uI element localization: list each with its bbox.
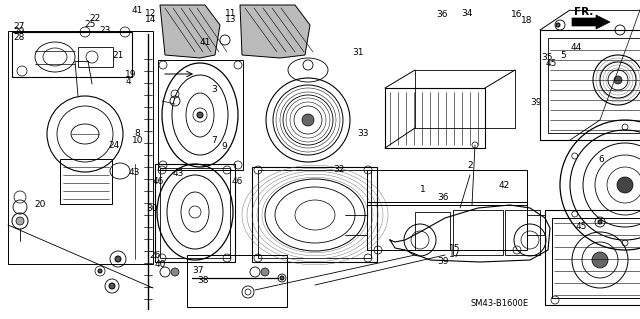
Text: 1: 1 bbox=[420, 185, 425, 194]
Bar bbox=[160, 168, 230, 258]
Text: 43: 43 bbox=[172, 169, 184, 178]
Text: 35: 35 bbox=[541, 53, 552, 62]
Circle shape bbox=[617, 177, 633, 193]
Text: 3: 3 bbox=[212, 85, 217, 94]
Polygon shape bbox=[160, 5, 220, 58]
Bar bbox=[258, 170, 371, 258]
Text: 44: 44 bbox=[570, 43, 582, 52]
Text: 15: 15 bbox=[449, 244, 460, 253]
Text: 2: 2 bbox=[468, 161, 473, 170]
Bar bbox=[505, 210, 540, 255]
Text: 5: 5 bbox=[561, 51, 566, 60]
Text: 19: 19 bbox=[125, 70, 137, 79]
Bar bbox=[187, 255, 287, 307]
Text: 38: 38 bbox=[198, 276, 209, 285]
Polygon shape bbox=[240, 5, 310, 58]
Text: 21: 21 bbox=[113, 51, 124, 60]
Text: 28: 28 bbox=[13, 33, 25, 42]
Bar bbox=[385, 88, 485, 148]
Circle shape bbox=[592, 252, 608, 268]
Text: 39: 39 bbox=[438, 257, 449, 266]
Text: 8: 8 bbox=[135, 130, 140, 138]
Bar bbox=[552, 218, 640, 298]
Circle shape bbox=[556, 23, 560, 27]
Bar bbox=[548, 38, 640, 133]
Bar bbox=[12, 32, 132, 77]
Bar bbox=[453, 210, 503, 255]
Bar bbox=[367, 170, 527, 205]
Text: 26: 26 bbox=[150, 251, 161, 260]
Bar bbox=[155, 164, 235, 262]
Text: 4: 4 bbox=[125, 77, 131, 86]
Text: 31: 31 bbox=[353, 48, 364, 57]
Text: 43: 43 bbox=[129, 168, 140, 177]
Text: 17: 17 bbox=[449, 250, 460, 259]
Bar bbox=[8, 31, 153, 264]
Bar bbox=[545, 210, 640, 305]
Text: FR.: FR. bbox=[574, 7, 593, 17]
Text: 36: 36 bbox=[436, 11, 447, 19]
Bar bbox=[78, 47, 113, 67]
Bar bbox=[60, 159, 112, 204]
Circle shape bbox=[598, 220, 602, 224]
Text: 22: 22 bbox=[89, 14, 100, 23]
Text: 12: 12 bbox=[145, 9, 156, 18]
Text: 32: 32 bbox=[333, 165, 345, 174]
Text: 41: 41 bbox=[131, 6, 143, 15]
Circle shape bbox=[302, 114, 314, 126]
Text: 37: 37 bbox=[193, 266, 204, 275]
Text: 46: 46 bbox=[153, 177, 164, 186]
Text: 7: 7 bbox=[212, 136, 217, 145]
Text: 42: 42 bbox=[499, 181, 510, 190]
Text: 23: 23 bbox=[99, 26, 111, 35]
Text: 46: 46 bbox=[231, 177, 243, 186]
Text: SM43-B1600E: SM43-B1600E bbox=[470, 299, 528, 308]
Text: 16: 16 bbox=[511, 10, 523, 19]
Text: 45: 45 bbox=[575, 222, 587, 231]
Text: 25: 25 bbox=[84, 20, 95, 29]
Circle shape bbox=[109, 283, 115, 289]
Circle shape bbox=[614, 76, 622, 84]
Text: 18: 18 bbox=[521, 16, 532, 25]
Bar bbox=[252, 167, 377, 262]
Text: 27: 27 bbox=[13, 22, 25, 31]
Text: 6: 6 bbox=[599, 155, 604, 164]
Circle shape bbox=[115, 256, 121, 262]
Text: 34: 34 bbox=[461, 9, 473, 18]
Circle shape bbox=[98, 269, 102, 273]
Text: 24: 24 bbox=[108, 141, 120, 150]
Text: 41: 41 bbox=[199, 38, 211, 47]
Bar bbox=[367, 202, 527, 250]
Text: 45: 45 bbox=[546, 59, 557, 68]
Polygon shape bbox=[572, 15, 610, 29]
Text: 33: 33 bbox=[358, 130, 369, 138]
Circle shape bbox=[16, 217, 24, 225]
Text: 9: 9 bbox=[221, 142, 227, 151]
Text: 39: 39 bbox=[531, 98, 542, 107]
Circle shape bbox=[280, 276, 284, 280]
Text: 40: 40 bbox=[154, 260, 166, 269]
Text: 20: 20 bbox=[35, 200, 46, 209]
Circle shape bbox=[171, 268, 179, 276]
Text: 10: 10 bbox=[132, 136, 143, 145]
Bar bbox=[415, 212, 450, 250]
Bar bbox=[158, 60, 243, 170]
Text: 29: 29 bbox=[13, 27, 25, 36]
Text: 13: 13 bbox=[225, 15, 236, 24]
Circle shape bbox=[197, 112, 203, 118]
Bar bbox=[540, 30, 640, 140]
Text: 14: 14 bbox=[145, 15, 156, 24]
Circle shape bbox=[261, 268, 269, 276]
Text: 36: 36 bbox=[438, 193, 449, 202]
Text: 11: 11 bbox=[225, 9, 236, 18]
Text: 30: 30 bbox=[147, 204, 158, 213]
